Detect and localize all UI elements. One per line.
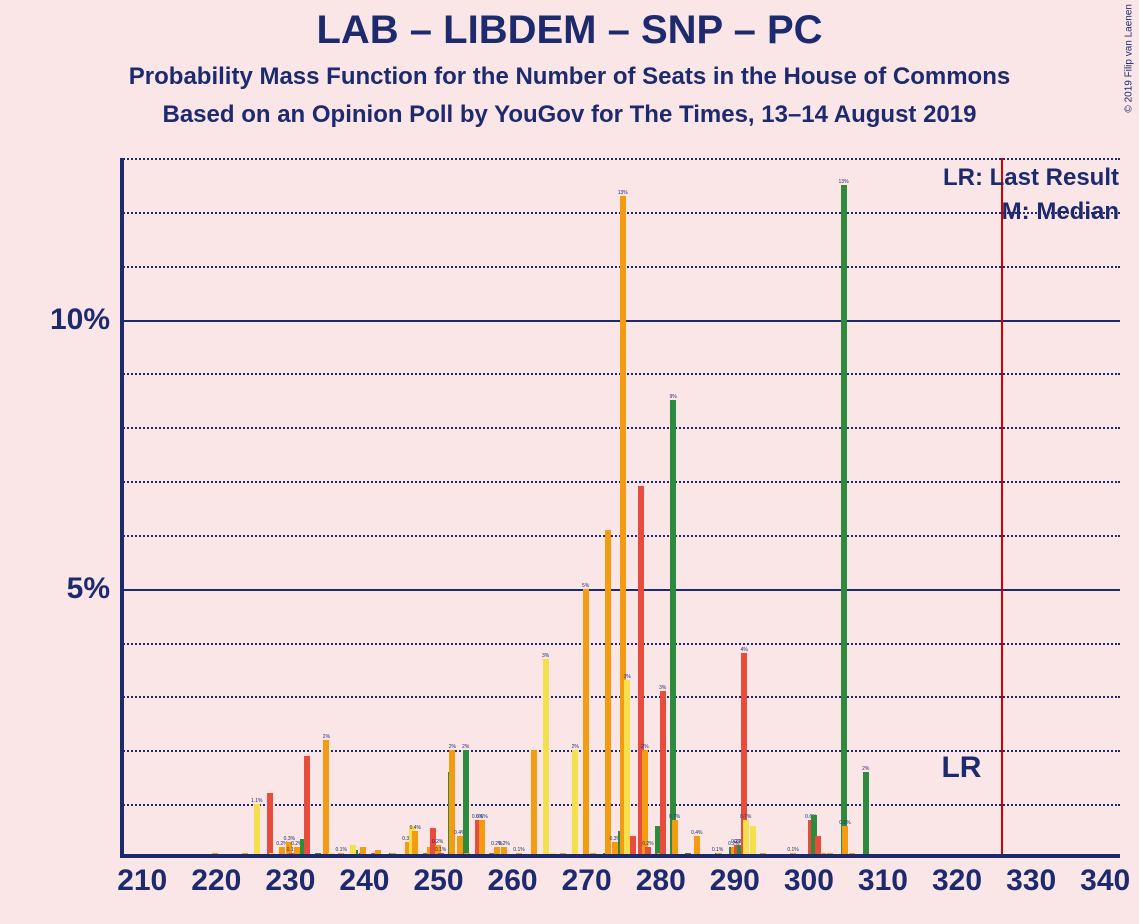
legend-median: M: Median	[1002, 198, 1119, 226]
chart-bar: 1.1%	[254, 804, 260, 858]
bar-value-label: 0.4%	[691, 830, 702, 836]
bar-value-label: 2%	[572, 744, 579, 750]
bar-value-label: 13%	[839, 179, 849, 185]
bar-value-label: 9%	[670, 394, 677, 400]
y-axis-label: 5%	[67, 572, 120, 606]
last-result-line	[1001, 158, 1003, 858]
chart-bar: 2%	[463, 750, 469, 858]
bar-value-label: 5%	[582, 583, 589, 589]
chart-plot-area: 5%10%1.1%0.2%0.3%0.1%0.2%2%0.1%0.3%0.4%0…	[120, 158, 1120, 858]
bar-value-label: 3%	[659, 685, 666, 691]
legend-last-result: LR: Last Result	[943, 164, 1119, 192]
chart-bar: 0.6%	[479, 820, 485, 858]
page-meta: Based on an Opinion Poll by YouGov for T…	[0, 101, 1139, 129]
bar-value-label: 0.6%	[839, 820, 850, 826]
bar-value-label: 1.1%	[251, 798, 262, 804]
gridline-minor	[120, 158, 1120, 160]
bar-value-label: 0.4%	[410, 825, 421, 831]
chart-bar: 3%	[543, 659, 549, 858]
bar-value-label: 0.1%	[787, 847, 798, 853]
bar-value-label: 4%	[741, 647, 748, 653]
bar-value-label: 2%	[449, 744, 456, 750]
x-axis-label: 270	[562, 858, 612, 898]
x-axis-label: 340	[1080, 858, 1130, 898]
x-axis-label: 230	[265, 858, 315, 898]
chart-bar	[605, 530, 611, 858]
bar-value-label: 2%	[862, 766, 869, 772]
bar-value-label: 2%	[323, 734, 330, 740]
chart-bar: 9%	[670, 400, 676, 858]
x-axis-label: 260	[488, 858, 538, 898]
chart-bar: 3%	[660, 691, 666, 858]
x-axis-label: 300	[784, 858, 834, 898]
bar-value-label: 3%	[542, 653, 549, 659]
x-axis-label: 220	[191, 858, 241, 898]
chart-bar: 3%	[624, 680, 630, 858]
x-axis-label: 250	[413, 858, 463, 898]
page-title: LAB – LIBDEM – SNP – PC	[0, 8, 1139, 53]
bar-value-label: 2%	[641, 744, 648, 750]
chart-bar	[304, 756, 310, 858]
bar-value-label: 0.2%	[498, 841, 509, 847]
x-axis-label: 290	[710, 858, 760, 898]
page-subtitle: Probability Mass Function for the Number…	[0, 63, 1139, 91]
chart-bar: 2%	[449, 750, 455, 858]
chart-page: © 2019 Filip van Laenen LAB – LIBDEM – S…	[0, 0, 1139, 924]
bar-value-label: 0.1%	[513, 847, 524, 853]
bar-value-label: 0.2%	[432, 839, 443, 845]
chart-bar: 13%	[841, 185, 847, 858]
chart-bar: 2%	[323, 740, 329, 858]
chart-bar: 2%	[863, 772, 869, 858]
copyright-text: © 2019 Filip van Laenen	[1124, 4, 1135, 113]
x-axis-label: 210	[117, 858, 167, 898]
chart-bar: 5%	[583, 589, 589, 858]
bar-value-label: 0.7%	[740, 814, 751, 820]
bar-value-label: 0.7%	[669, 814, 680, 820]
chart-bar	[267, 793, 273, 858]
x-axis-label: 240	[339, 858, 389, 898]
bar-value-label: 0.1%	[336, 847, 347, 853]
x-axis-label: 280	[636, 858, 686, 898]
last-result-label: LR	[941, 751, 981, 785]
bar-value-label: 0.1%	[435, 847, 446, 853]
x-axis-label: 310	[858, 858, 908, 898]
bar-value-label: 13%	[618, 190, 628, 196]
chart-bar: 0.7%	[672, 820, 678, 858]
bar-value-label: 2%	[462, 744, 469, 750]
y-axis-label: 10%	[50, 303, 120, 337]
bar-value-label: 0.2%	[642, 841, 653, 847]
chart-bar	[531, 750, 537, 858]
titles: LAB – LIBDEM – SNP – PC Probability Mass…	[0, 0, 1139, 129]
bar-value-label: 0.6%	[476, 814, 487, 820]
x-axis-label: 320	[932, 858, 982, 898]
chart-bar: 0.7%	[743, 820, 749, 858]
x-axis-label: 330	[1006, 858, 1056, 898]
chart-bar: 2%	[572, 750, 578, 858]
y-axis	[120, 158, 124, 858]
bar-value-label: 3%	[623, 674, 630, 680]
